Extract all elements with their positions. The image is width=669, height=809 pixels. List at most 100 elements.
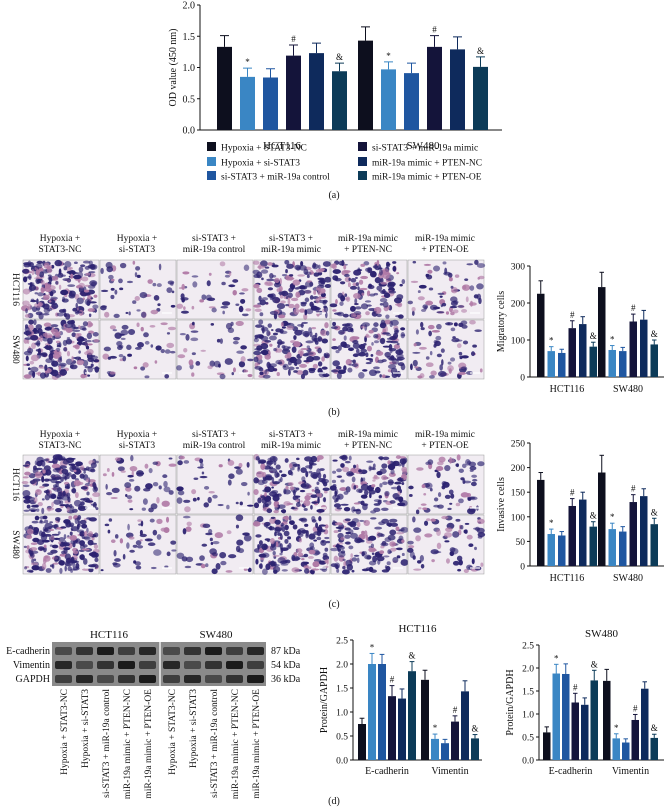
cell-blob	[308, 367, 316, 372]
cell-blob	[271, 264, 279, 268]
cell-blob	[387, 549, 392, 555]
cell-blob	[70, 319, 75, 325]
cell-blob	[86, 321, 93, 328]
cell-blob	[127, 523, 130, 531]
cell-blob	[412, 310, 415, 316]
cell-blob	[176, 365, 182, 371]
cell-blob	[82, 260, 91, 264]
cell-blob	[436, 323, 442, 330]
cell-blob	[140, 366, 146, 371]
cell-blob	[85, 339, 92, 343]
cell-blob	[177, 490, 185, 496]
cell-blob	[291, 506, 295, 510]
y-tick-label: 200	[511, 300, 526, 310]
cell-blob	[39, 486, 45, 489]
cell-blob	[332, 275, 339, 281]
cell-blob	[300, 322, 304, 328]
cell-blob	[27, 303, 32, 311]
cell-blob	[92, 482, 96, 488]
cell-blob	[33, 558, 37, 562]
cell-blob	[332, 269, 342, 274]
cell-blob	[330, 547, 339, 552]
cell-blob	[401, 482, 405, 486]
cell-blob	[31, 342, 37, 350]
cell-blob	[389, 541, 396, 547]
cell-blob	[262, 568, 268, 575]
cell-blob	[365, 539, 373, 544]
cell-blob	[277, 504, 286, 509]
cell-blob	[26, 534, 33, 540]
cell-blob	[218, 464, 223, 468]
cell-blob	[22, 464, 30, 467]
cell-blob	[272, 563, 280, 567]
cell-blob	[360, 348, 368, 353]
cell-blob	[308, 566, 312, 570]
cell-blob	[33, 319, 37, 326]
cell-blob	[316, 455, 324, 460]
legend-entry: miR-19a mimic + PTEN-OE	[372, 173, 482, 183]
micro-column-header: STAT3-NC	[38, 441, 81, 451]
cell-blob	[208, 272, 212, 276]
blot-band	[76, 647, 93, 655]
cell-blob	[322, 261, 331, 267]
cell-blob	[52, 275, 59, 281]
cell-blob	[85, 478, 90, 483]
cell-blob	[395, 314, 402, 318]
cell-blob	[291, 554, 296, 562]
cell-blob	[365, 352, 369, 358]
cell-blob	[287, 298, 291, 305]
cell-blob	[383, 292, 391, 299]
cell-blob	[51, 303, 59, 309]
cell-blob	[334, 488, 339, 496]
cell-blob	[25, 355, 29, 362]
cell-blob	[400, 363, 406, 371]
cell-blob	[55, 508, 62, 513]
cell-blob	[269, 335, 277, 341]
cell-blob	[127, 499, 133, 503]
cell-blob	[444, 465, 451, 472]
significance-mark: &	[477, 46, 484, 56]
cell-blob	[255, 558, 259, 565]
y-tick-label: 1.0	[336, 709, 348, 719]
cell-blob	[256, 515, 264, 523]
y-tick-label: 2.0	[522, 665, 534, 675]
cell-blob	[44, 364, 48, 371]
cell-blob	[51, 544, 59, 549]
cell-blob	[376, 471, 383, 476]
cell-blob	[385, 566, 391, 571]
cell-blob	[400, 499, 408, 507]
cell-blob	[382, 345, 391, 348]
cell-blob	[310, 455, 318, 463]
cell-blob	[343, 264, 347, 270]
cell-blob	[305, 352, 314, 355]
y-tick-label: 1.0	[183, 63, 196, 74]
cell-blob	[53, 353, 61, 359]
cell-blob	[253, 283, 260, 289]
cell-blob	[56, 496, 62, 500]
cell-blob	[23, 330, 32, 336]
cell-blob	[62, 278, 71, 282]
y-tick-label: 150	[511, 489, 526, 499]
cell-blob	[396, 272, 400, 275]
cell-blob	[164, 565, 169, 568]
cell-blob	[243, 264, 250, 272]
cell-blob	[129, 508, 134, 511]
cell-blob	[322, 552, 328, 557]
panel-label: (d)	[328, 796, 340, 807]
cell-blob	[464, 522, 470, 525]
cell-blob	[139, 539, 143, 542]
cell-blob	[381, 507, 389, 511]
cell-blob	[287, 369, 291, 376]
cell-blob	[152, 282, 157, 287]
cell-blob	[361, 568, 370, 572]
cell-blob	[337, 548, 341, 552]
cell-blob	[28, 284, 37, 292]
bar	[461, 691, 469, 760]
cell-blob	[129, 549, 135, 553]
cell-blob	[356, 557, 360, 564]
cell-blob	[380, 281, 388, 285]
cell-blob	[176, 486, 184, 492]
cell-blob	[414, 366, 419, 369]
cell-blob	[352, 353, 359, 358]
cell-blob	[272, 550, 276, 556]
